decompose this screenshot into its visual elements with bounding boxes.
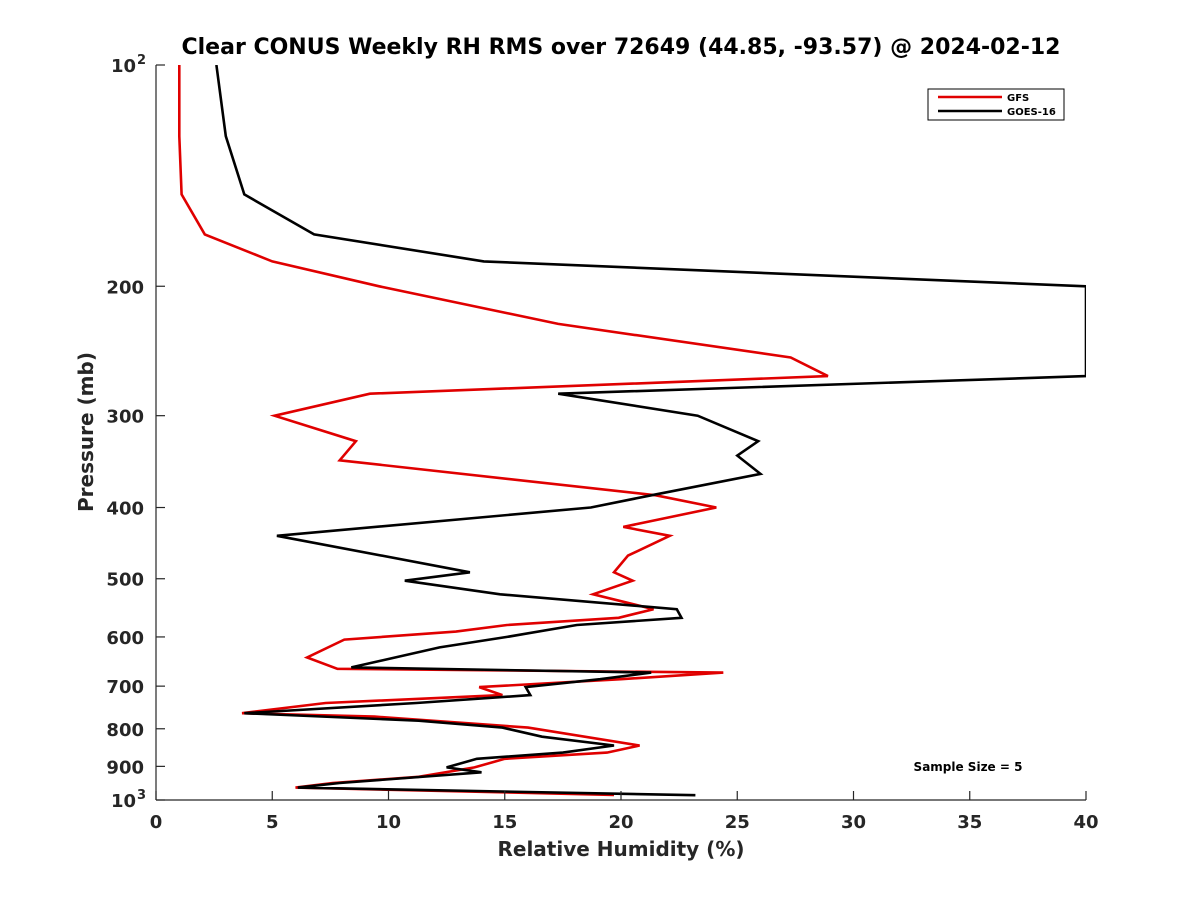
y-tick-label: 700 bbox=[106, 677, 144, 698]
y-tick-label: 10 bbox=[111, 56, 136, 77]
axes bbox=[155, 65, 1086, 801]
y-tick-exponent: 3 bbox=[137, 788, 146, 803]
y-tick-label: 400 bbox=[106, 499, 144, 520]
x-tick-label: 40 bbox=[1073, 812, 1098, 833]
x-tick-label: 15 bbox=[492, 812, 517, 833]
y-tick-label: 10 bbox=[111, 791, 136, 812]
series-layer bbox=[178, 65, 1086, 797]
series-line-gfs bbox=[178, 65, 829, 797]
x-tick-label: 35 bbox=[957, 812, 982, 833]
x-tick-label: 5 bbox=[266, 812, 279, 833]
y-tick-label: 200 bbox=[106, 277, 144, 298]
y-tick-label: 600 bbox=[106, 628, 144, 649]
sample-size-annotation: Sample Size = 5 bbox=[914, 760, 1023, 774]
y-tick-label: 800 bbox=[106, 720, 144, 741]
x-axis-label: Relative Humidity (%) bbox=[497, 837, 744, 861]
x-tick-label: 20 bbox=[608, 812, 633, 833]
x-tick-label: 10 bbox=[376, 812, 401, 833]
x-ticks: 0 5 10 15 20 25 30 35 40 bbox=[150, 791, 1099, 833]
x-tick-label: 25 bbox=[725, 812, 750, 833]
series-line-goes16 bbox=[215, 65, 1086, 797]
legend-label-gfs: GFS bbox=[1007, 93, 1029, 104]
y-tick-label: 500 bbox=[106, 570, 144, 591]
legend: GFS GOES-16 bbox=[927, 88, 1065, 121]
chart-title: Clear CONUS Weekly RH RMS over 72649 (44… bbox=[182, 35, 1061, 60]
x-tick-label: 0 bbox=[150, 812, 163, 833]
x-tick-label: 30 bbox=[841, 812, 866, 833]
y-tick-exponent: 2 bbox=[137, 53, 146, 68]
y-axis-label: Pressure (mb) bbox=[74, 352, 98, 512]
y-tick-label: 300 bbox=[106, 407, 144, 428]
legend-box bbox=[927, 88, 1065, 121]
y-tick-label: 900 bbox=[106, 757, 144, 778]
legend-label-goes16: GOES-16 bbox=[1007, 107, 1056, 118]
